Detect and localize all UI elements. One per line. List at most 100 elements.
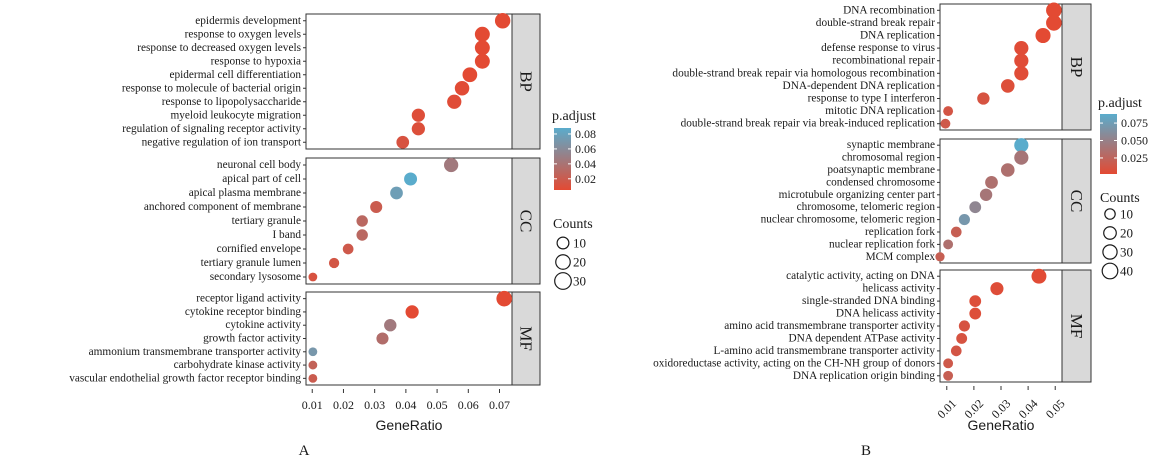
facet-cc: CC neuronal cell body apical part of cell a… — [144, 157, 541, 285]
x-axis-title: GeneRatio — [376, 417, 443, 433]
data-point — [308, 347, 318, 357]
x-tick-label: 0.03 — [364, 398, 385, 412]
data-point — [308, 373, 318, 383]
term-label: cytokine activity — [225, 319, 301, 331]
data-point — [990, 282, 1004, 296]
data-point — [1000, 163, 1015, 177]
x-tick-label: 0.01 — [302, 398, 323, 412]
facet-strip-label: MF — [1067, 314, 1086, 339]
colorbar-tick-label: 0.04 — [575, 157, 596, 171]
facet-strip — [1061, 138, 1092, 264]
panel-label: A — [299, 443, 310, 459]
size-legend-label: 20 — [573, 255, 586, 270]
term-label: response to oxygen levels — [185, 28, 301, 40]
data-point — [1014, 66, 1029, 81]
data-point — [376, 332, 389, 345]
data-point — [308, 360, 318, 370]
term-label: amino acid transmembrane transporter act… — [724, 320, 935, 332]
term-label: tertiary granule — [232, 215, 301, 227]
term-label: helicass activity — [863, 283, 936, 295]
panel-label: B — [861, 443, 871, 459]
term-label: growth factor activity — [203, 333, 301, 345]
term-label: response to molecule of bacterial origin — [122, 82, 301, 94]
x-axis-title: GeneRatio — [968, 417, 1035, 433]
term-label: double-strand break repair via homologou… — [672, 67, 935, 79]
data-point — [447, 94, 462, 109]
x-tick-label: 0.05 — [1043, 396, 1068, 421]
data-point — [328, 257, 340, 269]
size-legend-label: 30 — [1120, 245, 1133, 260]
facet-strip-label: CC — [517, 210, 536, 233]
facet-strip — [1061, 3, 1092, 131]
facet-mf: MF catalytic activity, acting on DNAhelic… — [653, 268, 1092, 383]
term-label: tertiary granule lumen — [201, 257, 302, 269]
facet-panel-frame — [939, 3, 1063, 131]
data-point — [943, 106, 954, 117]
term-label: apical plasma membrane — [189, 187, 301, 199]
data-point — [496, 290, 512, 307]
x-tick-label: 0.06 — [458, 398, 479, 412]
term-label: negative regulation of ion transport — [142, 136, 302, 148]
term-label: nuclear replication fork — [829, 238, 935, 250]
data-point — [977, 92, 990, 105]
term-label: epidermis development — [195, 15, 302, 27]
facet-strip — [511, 291, 541, 386]
data-point — [1046, 15, 1062, 31]
term-label: L-amino acid transmembrane transporter a… — [714, 345, 936, 357]
term-label: recombinational repair — [832, 55, 935, 67]
data-point — [1031, 268, 1047, 284]
term-label: response to decreased oxygen levels — [137, 42, 301, 54]
term-label: double-strand break repair — [816, 17, 935, 29]
data-point — [474, 53, 490, 69]
data-point — [969, 307, 982, 320]
data-point — [342, 243, 354, 255]
color-legend-title: p.adjust — [1098, 96, 1142, 111]
size-legend-key — [554, 272, 572, 290]
size-legend-key — [1102, 244, 1118, 260]
colorbar-tick-label: 0.08 — [575, 127, 596, 141]
colorbar-tick-label: 0.02 — [575, 172, 596, 186]
data-point — [390, 186, 403, 200]
term-label: defense response to virus — [821, 42, 935, 54]
term-label: receptor ligand activity — [196, 293, 301, 305]
term-label: anchored component of membrane — [144, 201, 301, 213]
term-label: apical part of cell — [222, 173, 301, 185]
data-point — [1000, 79, 1015, 93]
term-label: neuronal cell body — [217, 159, 301, 171]
data-point — [411, 108, 425, 122]
size-legend-title: Counts — [553, 217, 593, 232]
term-label: DNA-dependent DNA replication — [783, 80, 936, 92]
term-label: single-stranded DNA binding — [802, 295, 935, 307]
term-label: cytokine receptor binding — [185, 306, 301, 318]
size-legend: Counts 10 20 30 — [553, 217, 593, 290]
term-label: ammonium transmembrane transporter activ… — [89, 346, 302, 358]
data-point — [494, 13, 511, 29]
data-point — [1035, 27, 1051, 44]
term-label: DNA replication origin binding — [793, 370, 935, 382]
data-point — [943, 358, 954, 369]
term-label: secondary lysosome — [210, 271, 301, 283]
data-point — [958, 214, 970, 226]
term-label: nuclear chromosome, telomeric region — [761, 214, 936, 226]
data-point — [950, 226, 962, 238]
data-point — [370, 200, 383, 214]
x-tick-label: 0.07 — [489, 398, 510, 412]
colorbar — [554, 128, 571, 190]
facet-strip-label: MF — [517, 326, 536, 351]
size-legend-label: 30 — [573, 274, 586, 289]
term-label: mitotic DNA replication — [825, 105, 935, 117]
term-label: MCM complex — [866, 251, 936, 263]
size-legend-title: Counts — [1100, 191, 1140, 206]
data-point — [405, 305, 419, 319]
term-label: myeloid leukocyte migration — [170, 109, 301, 121]
facet-strip — [511, 157, 541, 285]
data-point — [1014, 138, 1029, 153]
x-axis: 0.01 0.02 0.03 0.04 0.05 0.06 0.07 GeneRatio — [302, 389, 510, 433]
term-label: DNA replication — [860, 30, 935, 42]
colorbar-tick-label: 0.075 — [1121, 116, 1148, 130]
colorbar-tick-label: 0.025 — [1121, 151, 1148, 165]
term-label: regulation of signaling receptor activit… — [122, 123, 301, 135]
